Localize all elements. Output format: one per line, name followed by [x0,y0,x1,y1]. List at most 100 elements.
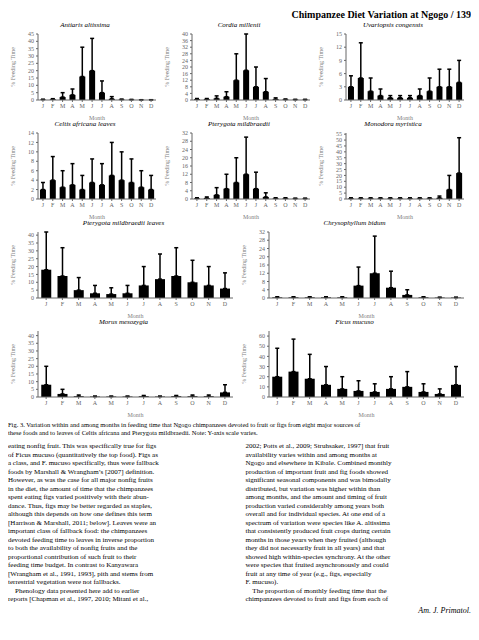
svg-text:15: 15 [28,75,34,81]
svg-text:0: 0 [31,394,34,400]
svg-text:A: A [110,202,115,208]
svg-text:0: 0 [339,196,342,202]
svg-text:6: 6 [339,71,342,77]
svg-text:J: J [196,202,199,208]
svg-text:F: F [205,202,209,208]
svg-text:A: A [418,103,423,109]
svg-text:J: J [42,103,45,109]
svg-text:N: N [206,301,211,307]
svg-text:Month: Month [397,115,413,120]
svg-text:10: 10 [28,82,34,88]
svg-text:14: 14 [28,130,34,136]
svg-text:O: O [129,103,134,109]
svg-text:F: F [292,301,296,307]
svg-text:A: A [264,103,269,109]
svg-text:J: J [399,103,402,109]
svg-text:J: J [399,202,402,208]
svg-text:Month: Month [127,412,143,417]
svg-text:J: J [45,301,48,307]
svg-text:12: 12 [259,270,265,276]
svg-text:45: 45 [336,143,342,149]
svg-text:3: 3 [339,84,342,90]
svg-text:20: 20 [182,155,188,161]
svg-text:M: M [108,301,114,307]
svg-text:N: N [447,202,452,208]
svg-text:F: F [61,301,65,307]
svg-text:M: M [214,103,220,109]
svg-text:Month: Month [243,214,259,219]
svg-text:10: 10 [259,384,265,390]
svg-text:0: 0 [185,196,188,202]
svg-text:20: 20 [336,173,342,179]
svg-text:F: F [51,202,55,208]
svg-text:M: M [307,400,313,406]
svg-text:N: N [206,400,211,406]
svg-text:6: 6 [31,168,34,174]
svg-text:M: M [234,103,240,109]
svg-text:% Feeding Time: % Feeding Time [318,146,324,186]
svg-text:0: 0 [339,97,342,103]
svg-text:J: J [45,400,48,406]
svg-text:J: J [276,400,279,406]
svg-text:J: J [373,400,376,406]
svg-text:J: J [409,103,412,109]
svg-text:35: 35 [28,46,34,52]
svg-text:0: 0 [262,295,265,301]
svg-text:% Feeding Time: % Feeding Time [10,146,16,186]
svg-text:S: S [428,103,431,109]
svg-text:8: 8 [185,180,188,186]
svg-text:A: A [158,400,163,406]
svg-text:N: N [293,103,298,109]
svg-text:M: M [234,202,240,208]
svg-text:20: 20 [28,363,34,369]
svg-text:0: 0 [262,394,265,400]
svg-text:M: M [388,103,394,109]
svg-text:32: 32 [182,44,188,50]
svg-text:4: 4 [185,91,188,97]
svg-text:D: D [149,103,154,109]
svg-text:0: 0 [185,97,188,103]
svg-text:16: 16 [182,163,188,169]
svg-text:20: 20 [28,68,34,74]
svg-text:20: 20 [28,264,34,270]
svg-text:5: 5 [31,287,34,293]
svg-text:35: 35 [28,240,34,246]
svg-text:Month: Month [397,214,413,219]
svg-text:16: 16 [259,262,265,268]
svg-text:J: J [101,202,104,208]
svg-text:O: O [190,400,195,406]
svg-text:% Feeding Time: % Feeding Time [241,245,247,285]
svg-text:S: S [174,400,177,406]
svg-text:9: 9 [339,58,342,64]
svg-text:15: 15 [336,178,342,184]
svg-text:5: 5 [31,90,34,96]
svg-text:J: J [409,202,412,208]
svg-text:A: A [93,301,98,307]
svg-text:40: 40 [28,333,34,339]
svg-text:A: A [110,103,115,109]
svg-text:F: F [292,400,296,406]
svg-text:A: A [70,202,75,208]
svg-text:40: 40 [28,232,34,238]
svg-text:O: O [437,103,442,109]
svg-text:O: O [283,202,288,208]
svg-text:O: O [437,202,442,208]
svg-text:5: 5 [339,190,342,196]
svg-text:J: J [357,400,360,406]
svg-text:20: 20 [259,254,265,260]
svg-text:S: S [428,202,431,208]
svg-text:J: J [245,103,248,109]
svg-text:A: A [264,202,269,208]
svg-text:36: 36 [182,38,188,44]
svg-text:30: 30 [28,53,34,59]
svg-text:O: O [129,202,134,208]
svg-text:M: M [214,202,220,208]
svg-text:M: M [339,400,345,406]
svg-text:D: D [303,103,308,109]
svg-text:15: 15 [336,31,342,37]
svg-text:% Feeding Time: % Feeding Time [318,47,324,87]
svg-text:A: A [70,103,75,109]
svg-text:12: 12 [182,171,188,177]
svg-text:M: M [368,202,374,208]
svg-text:J: J [350,103,353,109]
